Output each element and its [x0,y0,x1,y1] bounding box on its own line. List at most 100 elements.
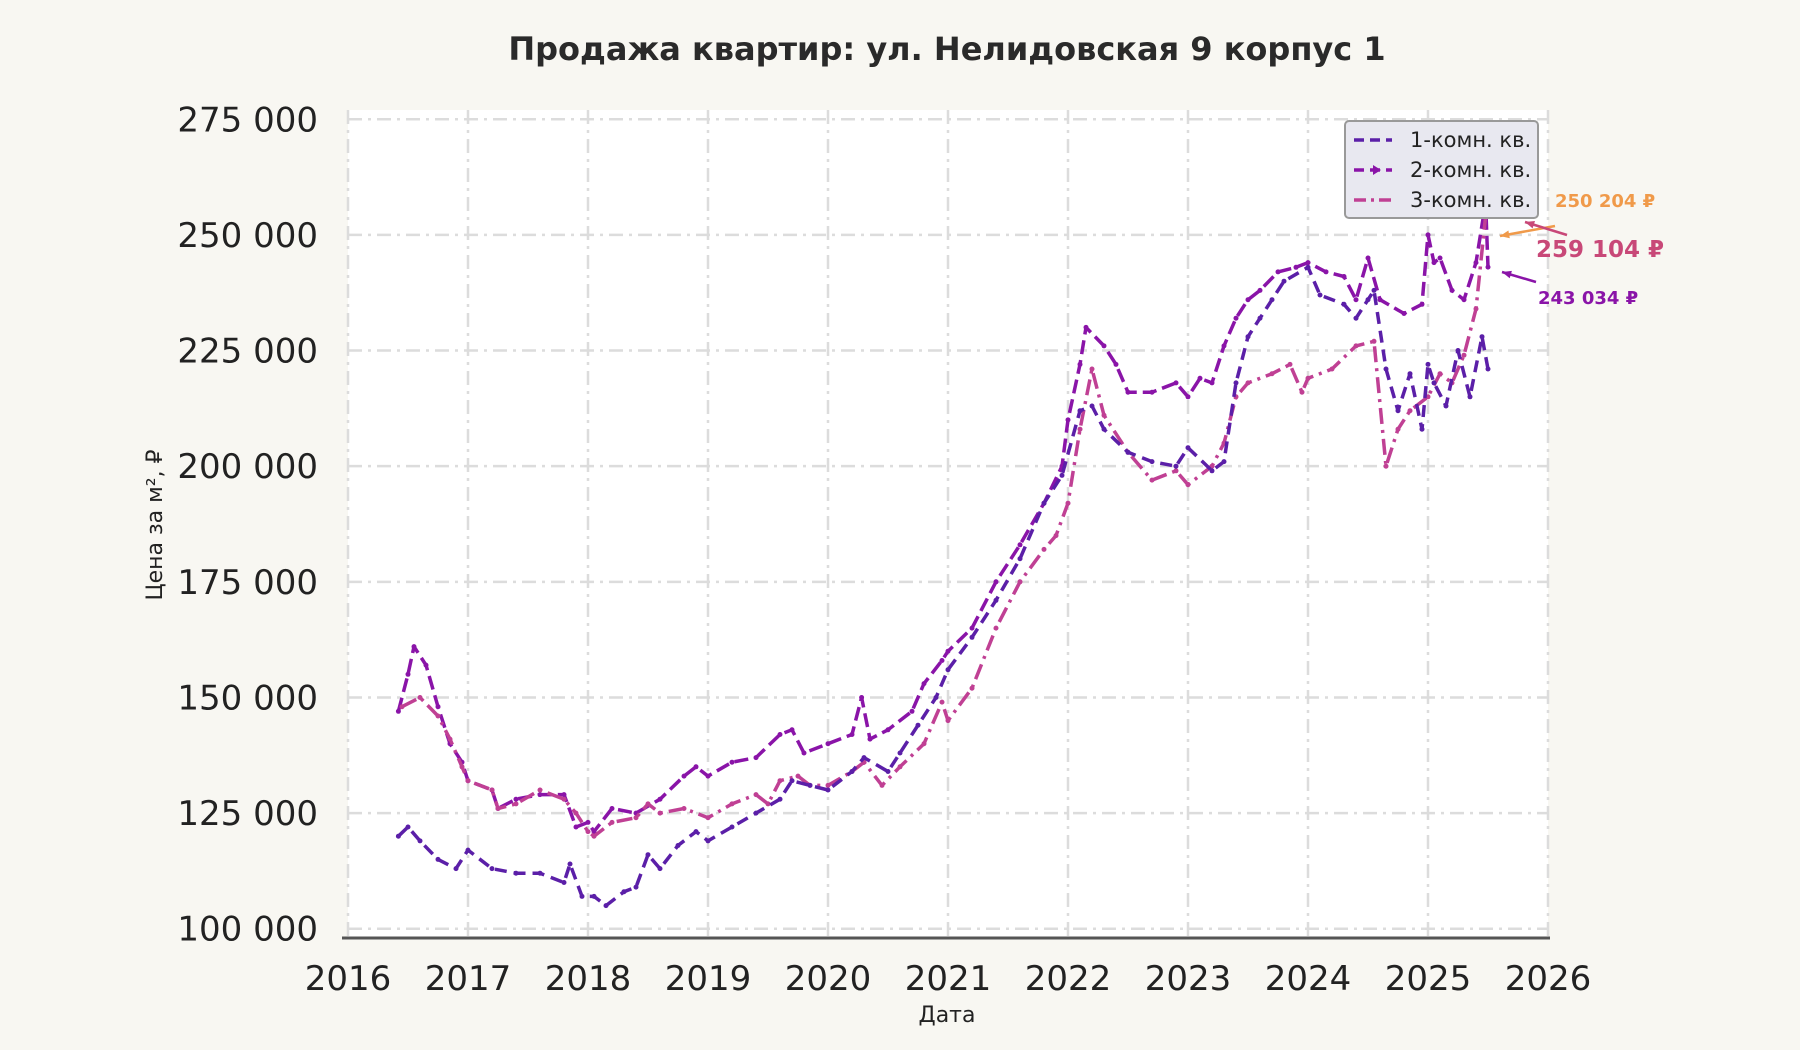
data-point [1287,361,1293,367]
grid [346,110,1550,938]
data-point [657,796,663,802]
data-point [885,769,891,774]
x-tick-label: 2017 [425,959,512,999]
data-point [1407,408,1413,414]
data-point [395,833,401,839]
data-point [1353,297,1359,303]
data-point [1479,334,1485,340]
data-point [453,866,459,872]
x-tick-label: 2025 [1385,959,1472,999]
data-point [807,782,813,788]
data-point [969,634,975,640]
data-point [939,699,945,705]
data-point [561,880,567,885]
data-point [645,852,651,858]
data-point [405,824,411,830]
data-point [681,773,687,779]
x-axis-label: Дата [919,1003,976,1028]
data-point [573,824,579,830]
data-point [459,764,465,770]
data-point [1485,366,1491,372]
data-point [621,889,627,895]
data-point [1209,380,1215,386]
data-point [1101,412,1107,418]
data-point [1173,468,1179,474]
data-point [849,732,855,737]
x-axis-ticks: 2016 2017 2018 2019 2020 2021 2022 2023 2024 2025… [305,959,1592,999]
data-point [849,769,855,774]
annotation-label: 259 104 ₽ [1536,237,1664,263]
data-point [1101,343,1107,349]
data-point [489,787,495,793]
data-point [945,648,951,654]
data-point [609,819,615,825]
data-point [1149,477,1155,483]
data-point [1077,361,1083,367]
data-point [1467,394,1473,400]
data-point [693,764,699,770]
data-point [1425,361,1431,367]
legend-label: 3-комн. кв. [1410,188,1531,212]
data-point [603,903,609,909]
data-point [969,625,975,631]
data-point [591,893,597,899]
data-point [1383,463,1389,469]
data-point [1113,361,1119,367]
data-point [705,773,711,779]
x-tick-label: 2021 [905,959,992,999]
data-point [1437,255,1443,261]
data-point [1089,366,1095,372]
data-point [879,782,885,788]
data-point [969,685,975,691]
legend-marker [1373,165,1381,175]
data-point [657,810,663,816]
data-point [939,658,945,663]
data-point [411,644,417,650]
data-point [591,829,597,835]
data-point [1317,292,1323,298]
data-point [765,801,771,807]
y-axis-ticks: 100 000 125 000 150 000 175 000 200 000 225 0… [177,100,318,949]
data-point [1455,348,1461,353]
y-tick-label: 275 000 [177,100,318,140]
data-point [777,796,783,802]
data-point [435,704,441,710]
data-point [1407,371,1413,377]
data-point [1281,278,1287,284]
data-point [1077,408,1083,414]
data-point [1305,264,1311,270]
data-point [1353,315,1359,321]
data-point [993,597,999,603]
data-point [609,806,615,811]
legend-box [1344,120,1539,219]
data-point [405,671,411,677]
data-point [1149,459,1155,465]
data-point [1377,297,1383,303]
legend-label: 1-комн. кв. [1410,128,1531,152]
data-point [861,755,867,761]
data-point [1401,311,1407,316]
data-point [1245,297,1251,303]
data-point [633,884,639,890]
data-point [1125,449,1131,455]
legend: 1-комн. кв. 2-комн. кв. 3-комн. кв. [1344,120,1539,219]
data-point [417,838,423,844]
data-point [705,838,711,844]
data-point [1365,255,1371,261]
data-point [1293,264,1299,270]
x-tick-label: 2019 [665,959,752,999]
data-point [1017,556,1023,562]
data-point [591,833,597,839]
data-point [1221,459,1227,465]
data-point [921,741,927,747]
data-point [777,732,783,737]
annotation-arrowhead [1500,230,1510,239]
data-point [395,708,401,714]
data-point [1473,260,1479,266]
x-tick-label: 2026 [1505,959,1592,999]
data-point [1443,403,1449,409]
data-point [885,727,891,733]
data-point [1245,334,1251,340]
data-point [1425,232,1431,238]
